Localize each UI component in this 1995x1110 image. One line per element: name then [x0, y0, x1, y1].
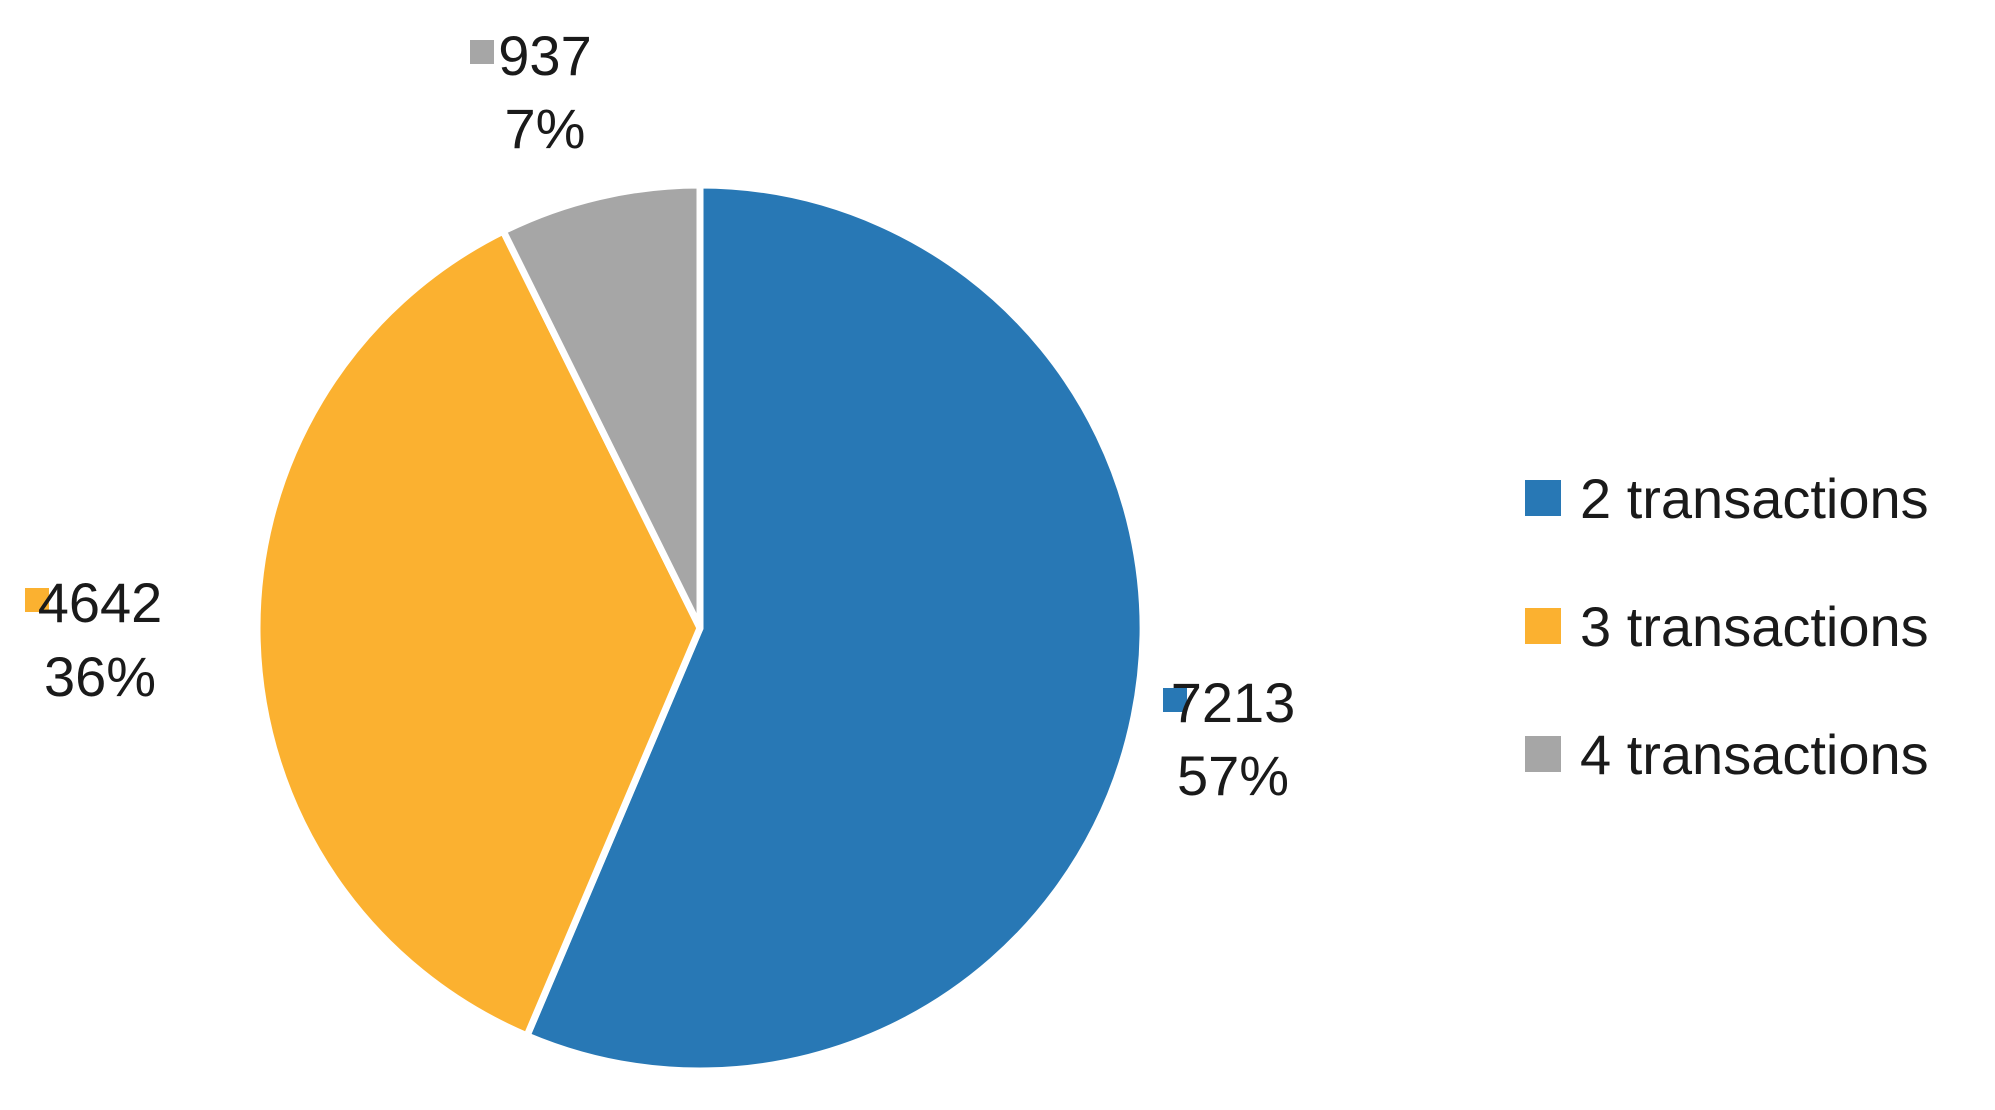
data-label-percent: 7%: [505, 97, 586, 160]
data-label-3-transactions: 4642 36%: [25, 571, 162, 708]
data-label-percent: 57%: [1177, 744, 1289, 807]
data-label-value: 7213: [1171, 671, 1296, 734]
data-label-2-transactions: 7213 57%: [1163, 671, 1295, 807]
data-label-marker: [25, 588, 49, 612]
legend-label: 3 transactions: [1580, 595, 1929, 658]
data-label-marker: [1163, 688, 1187, 712]
data-label-value: 937: [498, 24, 591, 87]
data-label-marker: [470, 40, 494, 64]
pie-slice-2-transactions: [523, 181, 1147, 1075]
legend-item: 3 transactions: [1525, 595, 1929, 658]
legend-swatch: [1525, 736, 1561, 772]
legend-swatch: [1525, 480, 1561, 516]
legend-item: 2 transactions: [1525, 467, 1929, 530]
pie-slice-4-transactions: [499, 181, 704, 632]
legend: 2 transactions 3 transactions 4 transactio…: [1525, 467, 1929, 786]
data-label-percent: 36%: [44, 645, 156, 708]
legend-label: 4 transactions: [1580, 723, 1929, 786]
data-label-value: 4642: [38, 571, 163, 634]
legend-label: 2 transactions: [1580, 467, 1929, 530]
pie-slice-3-transactions: [253, 227, 704, 1040]
legend-item: 4 transactions: [1525, 723, 1929, 786]
legend-swatch: [1525, 608, 1561, 644]
